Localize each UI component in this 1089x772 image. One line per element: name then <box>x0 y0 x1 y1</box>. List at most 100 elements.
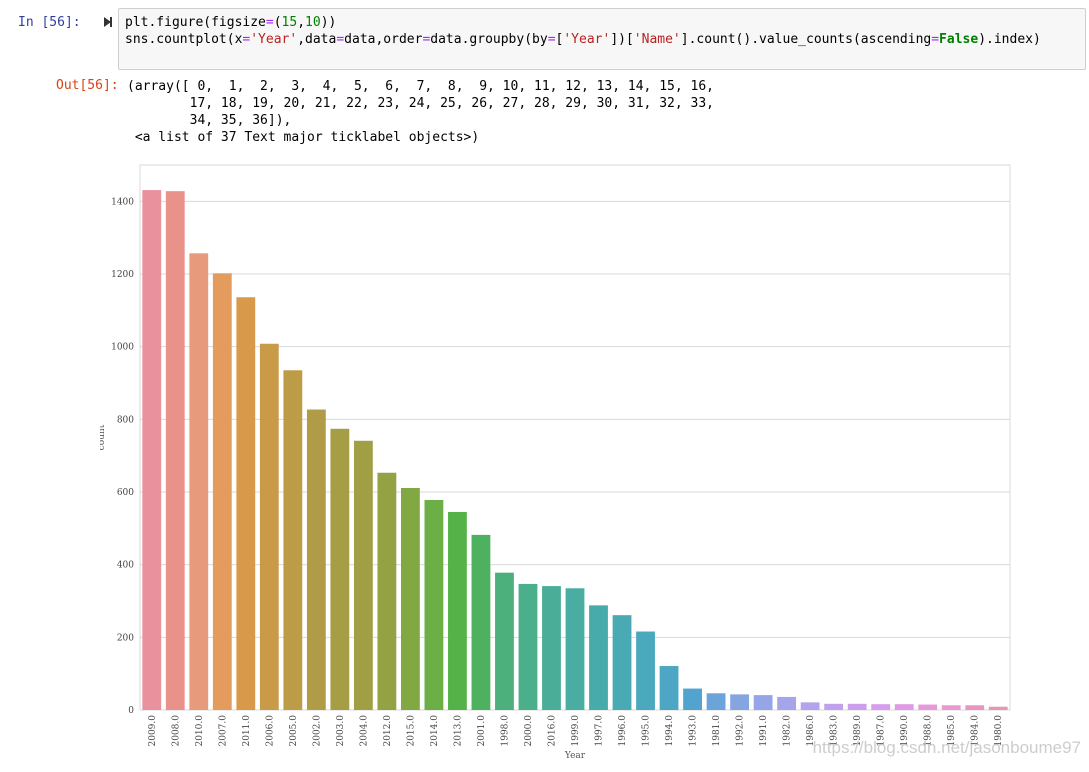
bar <box>777 696 797 710</box>
output-text: (array([ 0, 1, 2, 3, 4, 5, 6, 7, 8, 9, 1… <box>127 79 714 145</box>
code-token: = <box>265 15 274 30</box>
y-tick-label: 1400 <box>111 197 134 207</box>
code-token: data,order <box>344 32 423 47</box>
x-tick-label: 1986.0 <box>806 715 816 747</box>
x-tick-label: 2001.0 <box>477 715 487 747</box>
bar <box>612 615 632 710</box>
code-token: , <box>297 15 306 30</box>
x-tick-label: 2016.0 <box>547 715 557 747</box>
code-token: data.groupby(by <box>430 32 548 47</box>
bar <box>706 693 726 710</box>
code-token: 'Year' <box>563 32 611 47</box>
watermark-text: https://blog.csdn.net/jasonboume97 <box>812 738 1081 757</box>
x-tick-label: 2000.0 <box>524 715 534 747</box>
x-tick-label: 1994.0 <box>665 715 675 747</box>
code-token: = <box>242 32 251 47</box>
bar <box>495 572 514 710</box>
x-tick-label: 1993.0 <box>689 715 699 747</box>
code-token: = <box>422 32 431 47</box>
x-tick-label: 1997.0 <box>595 715 605 747</box>
x-tick-label: 2006.0 <box>265 715 275 747</box>
x-axis-label: Year <box>564 751 586 761</box>
x-tick-label: 2002.0 <box>312 715 322 747</box>
bar <box>448 511 467 710</box>
bar <box>189 253 209 710</box>
bar <box>259 343 279 710</box>
bar <box>847 703 867 710</box>
bar <box>212 273 232 710</box>
code-token: = <box>931 32 940 47</box>
y-tick-label: 0 <box>128 706 134 716</box>
bar <box>471 534 491 710</box>
x-tick-label: 1982.0 <box>783 715 793 747</box>
code-token: plt.figure(figsize <box>125 15 266 30</box>
x-tick-label: 2014.0 <box>430 715 440 747</box>
x-tick-label: 1996.0 <box>618 715 628 747</box>
countplot-figure: 0 200 400 600 800 1000 1200 1400 2009.0 2008.0 201… <box>97 150 1060 768</box>
run-cell-icon[interactable] <box>104 17 112 27</box>
bar <box>730 694 749 710</box>
x-tick-label: 1981.0 <box>712 715 722 747</box>
bar <box>589 605 608 710</box>
bar <box>753 695 773 710</box>
code-token: ,data <box>297 32 337 47</box>
code-token: ).index) <box>978 32 1041 47</box>
input-prompt: In [56]: <box>18 15 81 30</box>
bar <box>236 297 256 710</box>
code-token: [ <box>555 32 564 47</box>
bar <box>377 472 397 710</box>
x-tick-label: 1999.0 <box>571 715 581 747</box>
code-token: sns.countplot(x <box>125 32 243 47</box>
bar <box>871 704 891 710</box>
bar <box>965 705 985 710</box>
x-tick-label: 1980.0 <box>994 715 1004 747</box>
code-token: ( <box>273 15 282 30</box>
bar <box>800 702 820 710</box>
code-token: ])[ <box>610 32 634 47</box>
code-token: 10 <box>305 15 321 30</box>
x-tick-label: 2007.0 <box>218 715 228 747</box>
bar <box>894 704 914 710</box>
x-tick-label: 1983.0 <box>830 715 840 747</box>
x-tick-label: 1989.0 <box>853 715 863 747</box>
countplot-chart: 0 200 400 600 800 1000 1200 1400 2009.0 2008.0 201… <box>97 164 1011 761</box>
bar <box>918 704 938 710</box>
y-tick-label: 400 <box>117 561 134 571</box>
x-tick-label: 1988.0 <box>924 715 934 747</box>
bar <box>518 583 538 710</box>
code-token: = <box>336 32 345 47</box>
x-tick-label: 1991.0 <box>759 715 769 747</box>
x-tick-label: 2005.0 <box>289 715 299 747</box>
x-tick-label: 2012.0 <box>383 715 393 747</box>
bar <box>353 440 373 710</box>
x-tick-label: 2008.0 <box>171 715 181 747</box>
output-prompt: Out[56]: <box>56 78 119 93</box>
bar <box>988 706 1008 710</box>
x-tick-label: 2010.0 <box>195 715 205 747</box>
x-tick-label: 1985.0 <box>947 715 957 747</box>
y-tick-label: 1000 <box>111 343 134 353</box>
bar <box>424 499 444 710</box>
code-token: False <box>939 32 979 47</box>
bar <box>401 488 420 710</box>
bar <box>165 191 185 710</box>
x-tick-label: 1987.0 <box>877 715 887 747</box>
y-tick-label: 600 <box>117 488 134 498</box>
bar <box>330 428 350 710</box>
bar <box>142 190 162 710</box>
x-tick-label: 2003.0 <box>336 715 346 747</box>
x-tick-label: 2004.0 <box>359 715 369 747</box>
bar <box>283 370 303 710</box>
code-input-area[interactable]: plt.figure(figsize=(15,10)) sns.countplot… <box>118 8 1086 70</box>
code-token: = <box>547 32 556 47</box>
x-tick-label: 1992.0 <box>736 715 746 747</box>
y-tick-label: 200 <box>117 633 134 643</box>
code-line: plt.figure(figsize=(15,10)) <box>125 14 1079 31</box>
bar <box>824 703 844 710</box>
code-token: )) <box>320 15 337 30</box>
bar <box>542 586 561 710</box>
x-tick-label: 2015.0 <box>406 715 416 747</box>
code-token: 'Name' <box>633 32 681 47</box>
bar <box>941 705 961 710</box>
y-tick-label: 800 <box>117 415 134 425</box>
